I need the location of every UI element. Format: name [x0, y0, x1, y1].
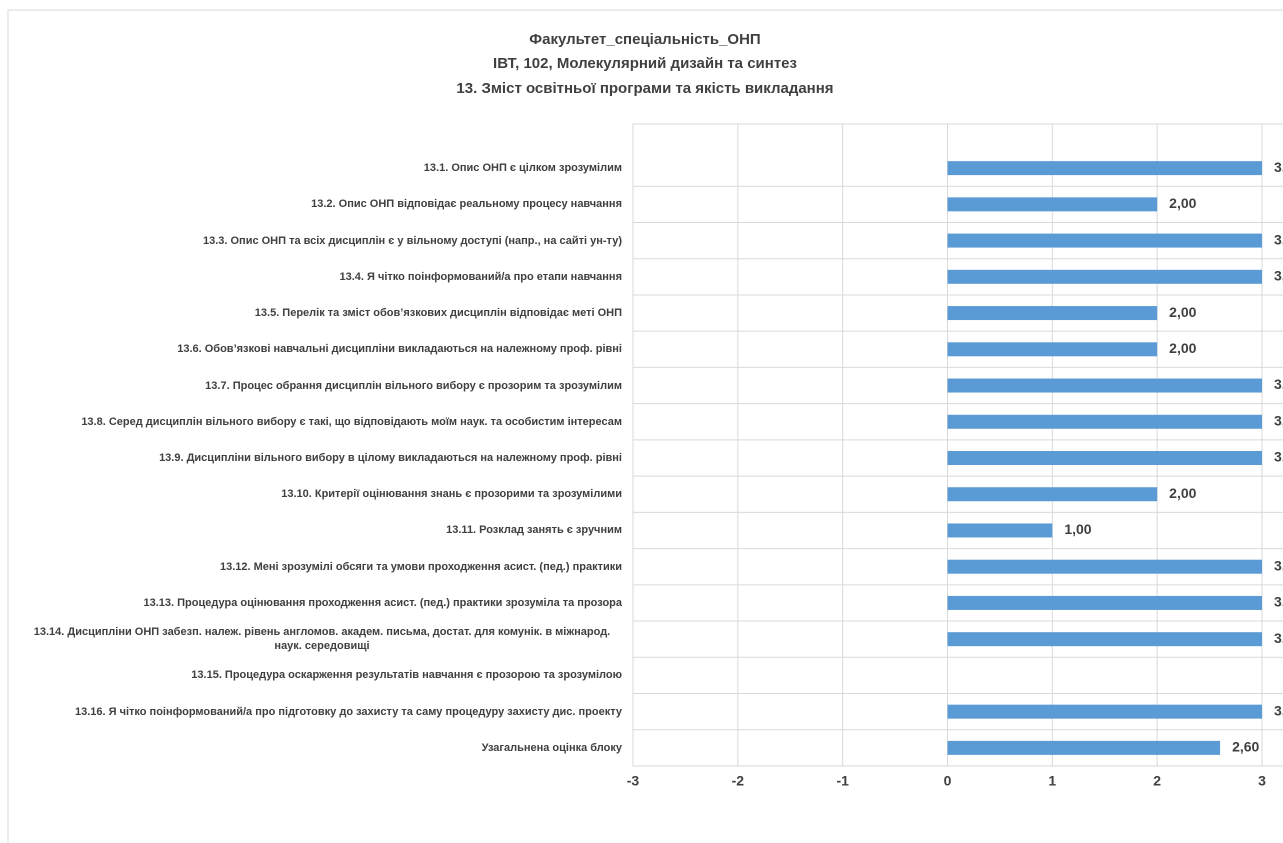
category-label: 13.2. Опис ОНП відповідає реальному проц… — [311, 198, 622, 211]
value-label: 2,60 — [1232, 739, 1259, 755]
value-label: 3,00 — [1274, 376, 1283, 392]
category-label-box: 13.8. Серед дисциплін вільного вибору є … — [10, 405, 622, 439]
bar — [947, 632, 1262, 647]
category-label: 13.14. Дисципліни ОНП забезп. належ. рів… — [33, 626, 611, 653]
category-label: 13.4. Я чітко поінформований/а про етапи… — [339, 270, 622, 283]
x-tick-label: 0 — [944, 773, 952, 789]
bar — [947, 740, 1221, 755]
category-label: 13.1. Опис ОНП є цілком зрозумілим — [423, 162, 622, 175]
value-label: 3,00 — [1274, 412, 1283, 428]
value-label: 2,00 — [1169, 485, 1196, 501]
category-label-box: 13.15. Процедура оскарження результатів … — [10, 658, 622, 692]
bar — [947, 233, 1262, 248]
category-label: 13.9. Дисципліни вільного вибору в цілом… — [159, 452, 622, 464]
category-label-box: 13.16. Я чітко поінформований/а про підг… — [10, 695, 622, 729]
value-label: 3,00 — [1274, 594, 1283, 610]
category-label: 13.7. Процес обрання дисциплін вільного … — [205, 379, 622, 392]
x-tick-label: -2 — [732, 773, 745, 789]
bar — [947, 378, 1262, 393]
category-label-box: 13.4. Я чітко поінформований/а про етапи… — [10, 260, 622, 294]
category-label-box: 13.9. Дисципліни вільного вибору в цілом… — [10, 441, 622, 475]
x-tick-label: -3 — [627, 773, 640, 789]
category-label: 13.6. Обов’язкові навчальні дисципліни в… — [177, 343, 622, 356]
bar — [947, 559, 1262, 574]
category-label: 13.8. Серед дисциплін вільного вибору є … — [81, 415, 622, 428]
value-label: 3,00 — [1274, 268, 1283, 284]
x-tick-label: 3 — [1258, 773, 1266, 789]
value-label: 2,00 — [1169, 304, 1196, 320]
value-label: 2,00 — [1169, 340, 1196, 356]
bar — [947, 487, 1158, 502]
bar — [947, 451, 1262, 465]
x-tick-label: 1 — [1048, 773, 1056, 789]
value-label: 3,00 — [1274, 557, 1283, 573]
bar — [947, 342, 1158, 357]
bar — [947, 704, 1262, 719]
x-tick-label: -1 — [836, 773, 849, 789]
category-label: 13.5. Перелік та зміст обов’язкових дисц… — [254, 307, 622, 320]
chart-title: Факультет_спеціальність_ОНП — [529, 31, 760, 48]
x-tick-label: 2 — [1153, 773, 1161, 789]
value-label: 3,00 — [1274, 159, 1283, 175]
category-label: 13.15. Процедура оскарження результатів … — [191, 669, 622, 682]
chart-title: 13. Зміст освітньої програми та якість в… — [456, 80, 833, 97]
bar — [947, 414, 1262, 429]
category-label: Узагальнена оцінка блоку — [481, 741, 622, 754]
category-label-box: 13.1. Опис ОНП є цілком зрозумілим — [10, 151, 622, 185]
bar — [947, 523, 1053, 538]
category-label-box: 13.10. Критерії оцінювання знань є прозо… — [10, 477, 622, 511]
category-label: 13.11. Розклад занять є зручним — [446, 524, 622, 537]
category-label: 13.13. Процедура оцінювання проходження … — [143, 596, 622, 609]
category-label-box: 13.13. Процедура оцінювання проходження … — [10, 586, 622, 620]
category-label: 13.12. Мені зрозумілі обсяги та умови пр… — [219, 560, 622, 573]
bar — [947, 269, 1262, 284]
category-label: 13.10. Критерії оцінювання знань є прозо… — [281, 488, 622, 501]
bar — [947, 161, 1262, 176]
category-label-box: 13.3. Опис ОНП та всіх дисциплін є у віл… — [10, 224, 622, 258]
value-label: 3,00 — [1274, 231, 1283, 247]
category-label-box: 13.6. Обов’язкові навчальні дисципліни в… — [10, 332, 622, 366]
category-label-box: 13.11. Розклад занять є зручним — [10, 513, 622, 547]
value-label: 3,00 — [1274, 449, 1283, 465]
bar — [947, 306, 1158, 321]
category-label-box: Узагальнена оцінка блоку — [10, 731, 622, 765]
value-label: 3,00 — [1274, 702, 1283, 718]
category-label: 13.16. Я чітко поінформований/а про підг… — [74, 705, 622, 718]
bar — [947, 595, 1262, 610]
bar — [947, 197, 1158, 212]
value-label: 2,00 — [1169, 195, 1196, 211]
category-label-box: 13.7. Процес обрання дисциплін вільного … — [10, 369, 622, 403]
chart-title: ІВТ, 102, Молекулярний дизайн та синтез — [493, 55, 797, 72]
category-label: 13.3. Опис ОНП та всіх дисциплін є у віл… — [202, 234, 622, 247]
category-label-box: 13.12. Мені зрозумілі обсяги та умови пр… — [10, 550, 622, 584]
value-label: 1,00 — [1064, 521, 1091, 537]
value-label: 3,00 — [1274, 630, 1283, 646]
category-label-box: 13.5. Перелік та зміст обов’язкових дисц… — [10, 296, 622, 330]
category-label-box: 13.2. Опис ОНП відповідає реальному проц… — [10, 187, 622, 221]
category-label-box: 13.14. Дисципліни ОНП забезп. належ. рів… — [10, 622, 622, 656]
